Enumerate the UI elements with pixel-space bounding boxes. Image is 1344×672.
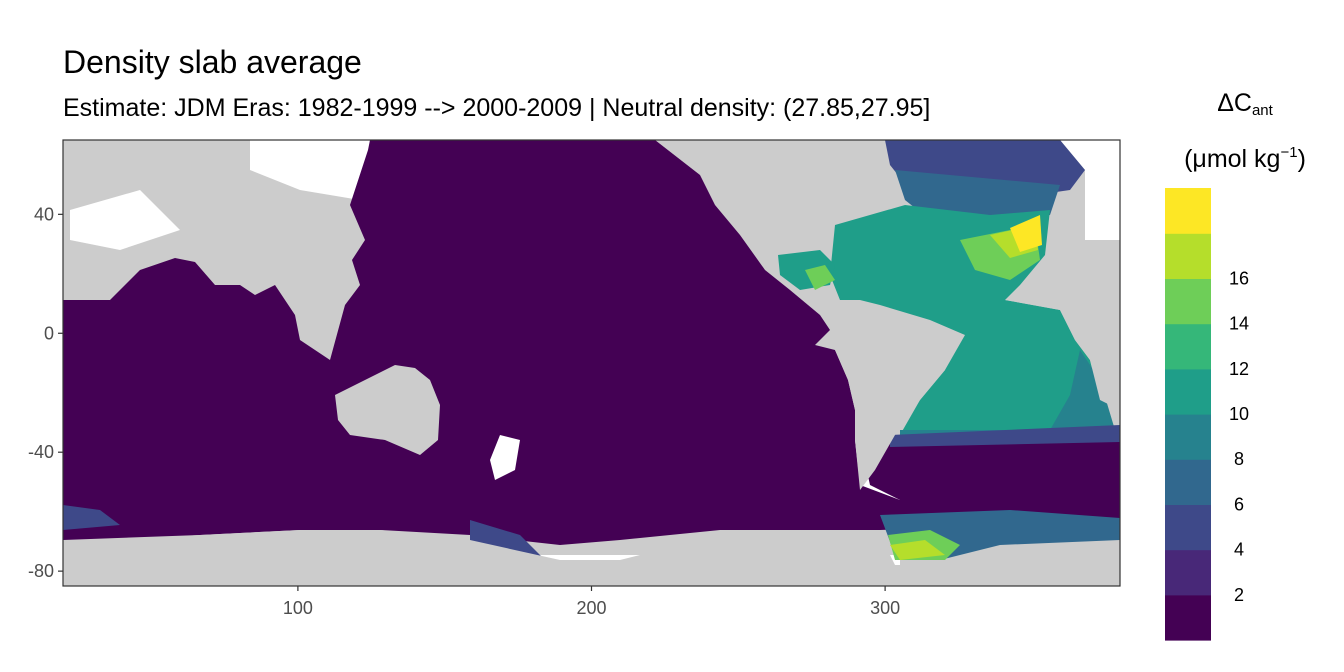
y-tick-label: 40 [34,204,54,224]
legend-swatch [1165,414,1211,460]
map-layer [63,140,1120,586]
new-zealand-land [490,435,520,480]
legend-swatch [1165,549,1211,596]
x-tick-label: 200 [576,598,606,618]
legend-swatch [1165,504,1211,551]
atlantic-southern-boundary [890,425,1120,447]
legend-swatch [1165,459,1211,505]
legend-swatch [1165,594,1211,641]
legend-title-unit: (μmol kg−1) [1184,144,1306,173]
south-america-land [830,320,945,490]
atlantic-deep-teal [900,350,1120,440]
legend-label: 8 [1234,449,1244,469]
chart-subtitle: Estimate: JDM Eras: 1982-1999 --> 2000-2… [63,94,931,122]
legend-swatch [1165,233,1211,279]
legend-label: 14 [1229,314,1249,334]
atlantic-interior [830,205,1115,440]
legend-swatch [1165,188,1211,234]
y-axis: 40 0 -40 -80 [28,204,63,581]
y-tick-label: 0 [44,323,54,343]
legend-label: 2 [1234,585,1244,605]
legend-swatch [1165,368,1211,415]
antarctica-land [63,530,1120,586]
southern-atlantic [860,440,1120,500]
australia-land [335,365,440,455]
legend-colorbar: 2 4 6 8 10 12 14 16 [1165,188,1249,641]
legend-label: 6 [1234,494,1244,514]
eastern-na-yellow [1010,215,1042,252]
y-tick-label: -40 [28,442,54,462]
legend-title-variable: ΔCant [1217,89,1273,119]
caribbean-green [805,265,835,290]
legend-label: 12 [1229,359,1249,379]
y-tick-label: -80 [28,561,54,581]
legend-label: 10 [1229,404,1249,424]
legend-label: 4 [1234,540,1244,560]
x-tick-label: 300 [870,598,900,618]
x-axis: 100 200 300 [283,586,900,618]
africa-land [1005,285,1120,410]
weddell-sea-lime [890,540,945,560]
x-tick-label: 100 [283,598,313,618]
chart-title: Density slab average [63,44,362,80]
legend-swatch [1165,323,1211,370]
legend-swatch [1165,278,1211,325]
legend-label: 16 [1229,268,1249,288]
indo-pacific-ocean [63,140,1120,545]
